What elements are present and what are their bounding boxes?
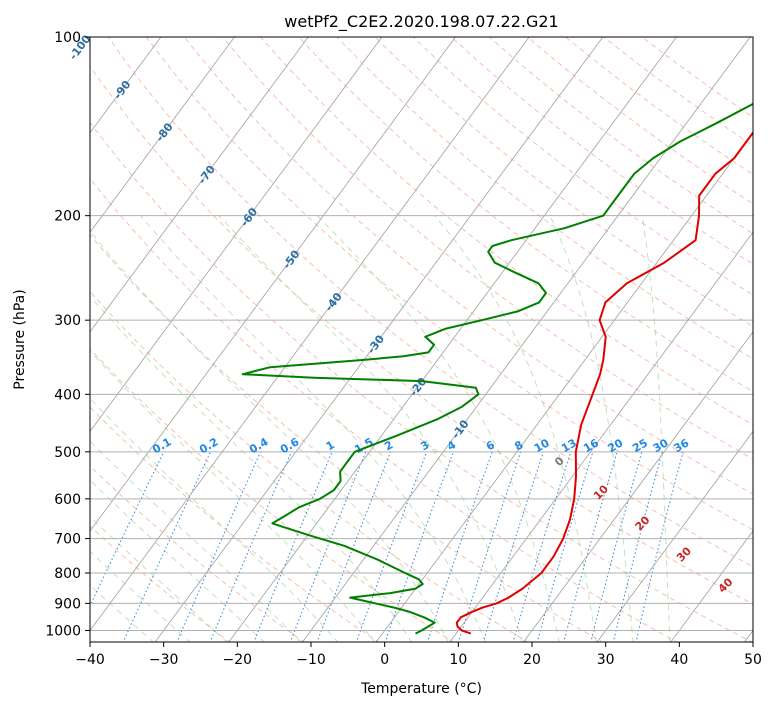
- dewpoint-line: [241, 102, 753, 635]
- dry-adiabat: [90, 65, 753, 605]
- x-tick-label: −40: [75, 652, 105, 668]
- mixing-ratio-line: [612, 451, 663, 642]
- x-tick-label: −30: [149, 652, 179, 668]
- plot-frame: [89, 36, 754, 643]
- dry-adiabat: [90, 234, 604, 642]
- mixing-ratio-line: [253, 451, 333, 642]
- y-tick-label: 900: [54, 596, 81, 612]
- mixing-ratio-line: [482, 451, 544, 642]
- y-tick-label: 300: [54, 313, 81, 329]
- moist-adiabat: [549, 215, 634, 642]
- mixing-ratio-line: [316, 451, 392, 642]
- y-tick-label: 200: [54, 209, 81, 225]
- moist-adiabat: [90, 584, 154, 642]
- isotherm: [90, 37, 383, 433]
- dry-adiabat: [90, 406, 380, 642]
- isotherm: [154, 37, 604, 642]
- y-tick-label: 1000: [45, 624, 81, 640]
- mixing-ratio-line: [176, 451, 262, 642]
- mixing-ratio-line: [536, 451, 594, 642]
- y-tick-label: 400: [54, 387, 81, 403]
- isotherm: [670, 530, 753, 642]
- y-tick-label: 800: [54, 566, 81, 582]
- isotherm: [596, 430, 753, 642]
- y-tick-label: 100: [54, 30, 81, 46]
- moist-adiabat: [90, 515, 228, 642]
- dry-adiabat: [90, 177, 678, 642]
- y-tick-label: 500: [54, 445, 81, 461]
- x-tick-label: 0: [380, 652, 389, 668]
- background-lines: [90, 37, 753, 642]
- moist-adiabat: [140, 215, 486, 642]
- y-tick-label: 600: [54, 492, 81, 508]
- x-tick-label: 30: [597, 652, 615, 668]
- moist-adiabat: [90, 350, 376, 642]
- mixing-ratio-line: [355, 451, 428, 642]
- dry-adiabat: [222, 37, 753, 460]
- mixing-ratio-line: [512, 451, 572, 642]
- y-axis-title: Pressure (hPa): [12, 289, 28, 389]
- isotherm: [90, 37, 530, 632]
- x-tick-label: 10: [449, 652, 467, 668]
- dry-adiabat: [90, 348, 455, 642]
- x-axis: −40 −30 −20 −10 0 10 20 30 40 50: [75, 642, 762, 668]
- moist-adiabat: [218, 215, 523, 642]
- series-layer: [241, 102, 753, 635]
- dry-adiabat: [298, 37, 753, 393]
- mixing-ratio-line: [209, 451, 292, 642]
- x-tick-label: −10: [296, 652, 326, 668]
- dry-adiabat: [107, 37, 753, 568]
- mixing-ratio-line: [426, 451, 493, 642]
- isotherm: [90, 37, 235, 234]
- x-axis-title: Temperature (°C): [360, 681, 482, 697]
- moist-adiabat: [90, 397, 339, 642]
- moist-adiabat: [641, 215, 671, 642]
- x-tick-label: 20: [523, 652, 541, 668]
- isotherm: [90, 37, 309, 333]
- isotherm: [301, 37, 751, 642]
- chart-title: wetPf2_C2E2.2020.198.07.22.G21: [284, 12, 558, 32]
- moist-adiabat: [90, 550, 191, 642]
- x-tick-label: 40: [670, 652, 688, 668]
- mixing-ratio-line: [458, 451, 522, 642]
- y-tick-label: 700: [54, 532, 81, 548]
- dry-adiabat: [374, 37, 753, 328]
- temperature-line: [455, 131, 753, 635]
- dry-adiabat: [90, 465, 305, 642]
- mixing-ratio-line: [590, 451, 643, 642]
- x-tick-label: −20: [223, 652, 253, 668]
- isotherm: [449, 231, 753, 642]
- isotherm: [90, 37, 456, 532]
- x-tick-label: 50: [744, 652, 762, 668]
- dry-adiabat: [183, 37, 753, 495]
- mixing-ratio-line: [563, 451, 618, 642]
- isotherm: [228, 37, 677, 642]
- isotherm: [522, 331, 753, 642]
- mixing-ratio-line: [289, 451, 367, 642]
- dry-adiabat: [145, 37, 753, 531]
- y-axis: 1000 900 800 700 600 500 400 300 200 100: [45, 30, 90, 640]
